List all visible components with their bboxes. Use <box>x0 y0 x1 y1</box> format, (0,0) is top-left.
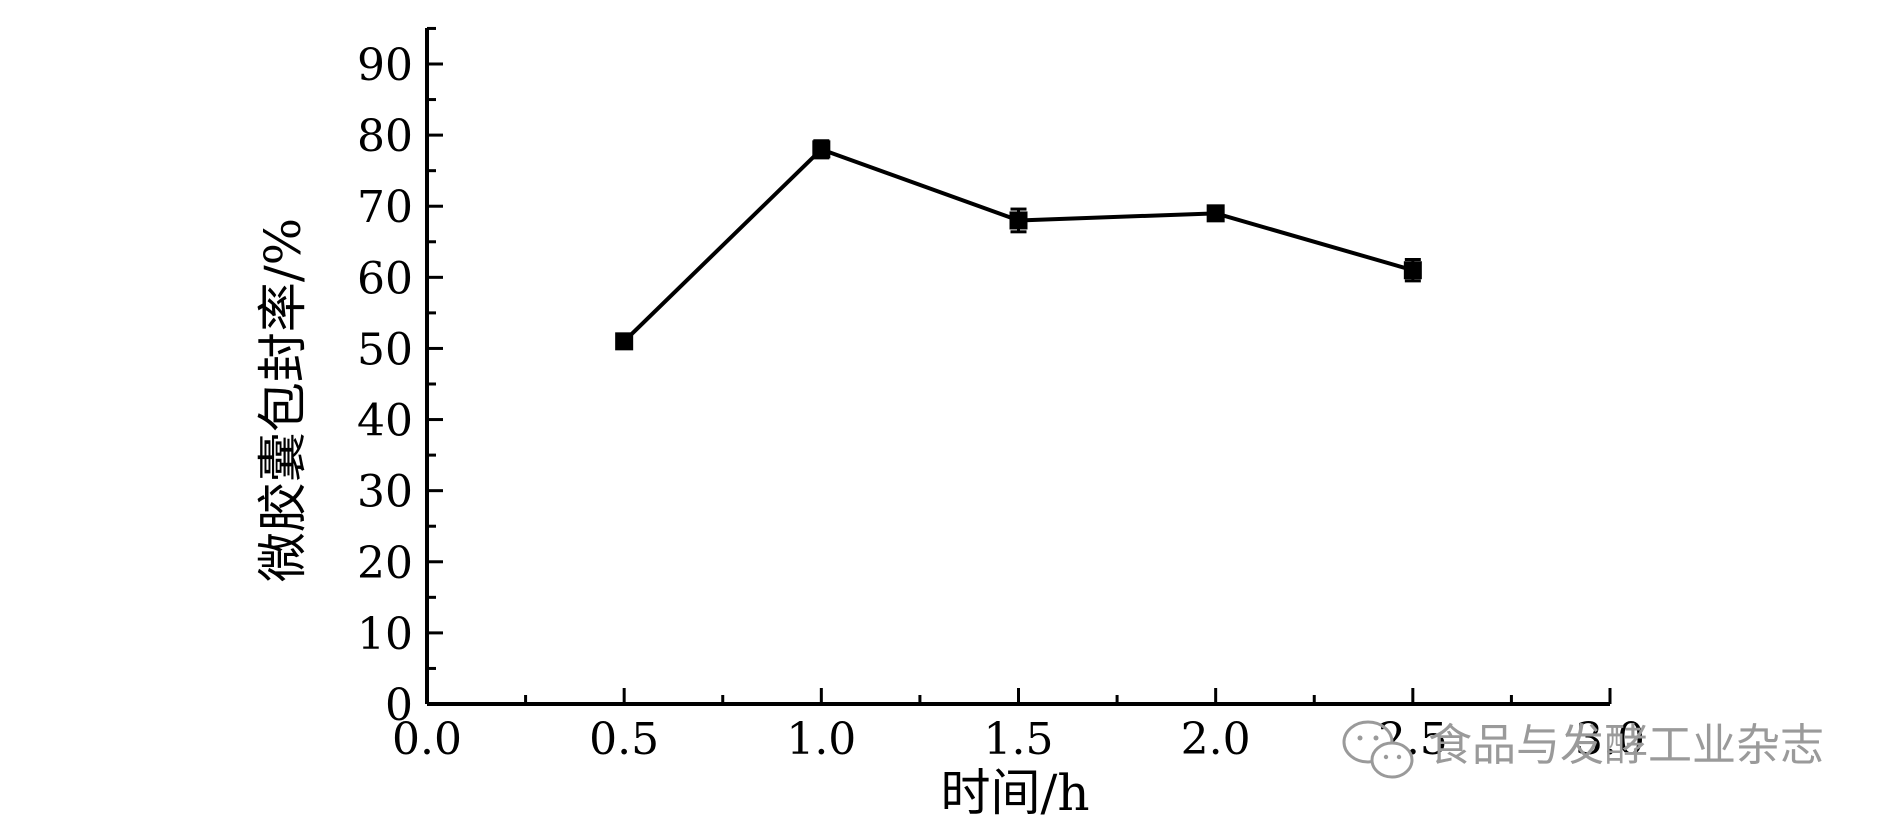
y-tick-label: 20 <box>357 538 413 589</box>
data-point <box>615 332 634 351</box>
data-point <box>1206 204 1225 223</box>
y-tick-label: 30 <box>357 467 413 518</box>
y-tick-label: 0 <box>385 680 413 731</box>
x-tick-label: 3.0 <box>1575 714 1645 765</box>
y-tick-label: 10 <box>357 609 413 660</box>
ticks <box>425 26 1612 706</box>
y-tick-label: 60 <box>357 253 413 304</box>
data-point <box>1009 211 1028 230</box>
x-tick-label: 1.0 <box>786 714 856 765</box>
y-axis-title: 微胶囊包封率/% <box>254 218 312 582</box>
y-tick-label: 90 <box>357 40 413 91</box>
data-point <box>812 140 831 159</box>
watermark: 食品与发酵工业杂志 <box>1342 720 1824 779</box>
y-tick-label: 40 <box>357 396 413 447</box>
y-tick-label: 70 <box>357 182 413 233</box>
data-point <box>1403 261 1422 280</box>
x-tick-label: 0.5 <box>589 714 659 765</box>
watermark-text: 食品与发酵工业杂志 <box>1428 720 1824 771</box>
x-tick-label: 1.5 <box>984 714 1054 765</box>
x-axis-title: 时间/h <box>940 764 1089 822</box>
y-tick-label: 50 <box>357 324 413 375</box>
x-tick-label: 2.0 <box>1181 714 1251 765</box>
axes <box>425 28 1610 706</box>
wechat-icon <box>1342 720 1414 779</box>
x-tick-label: 0.0 <box>392 714 462 765</box>
series-line <box>622 147 1414 343</box>
data-series <box>615 139 1422 351</box>
y-tick-label: 80 <box>357 111 413 162</box>
